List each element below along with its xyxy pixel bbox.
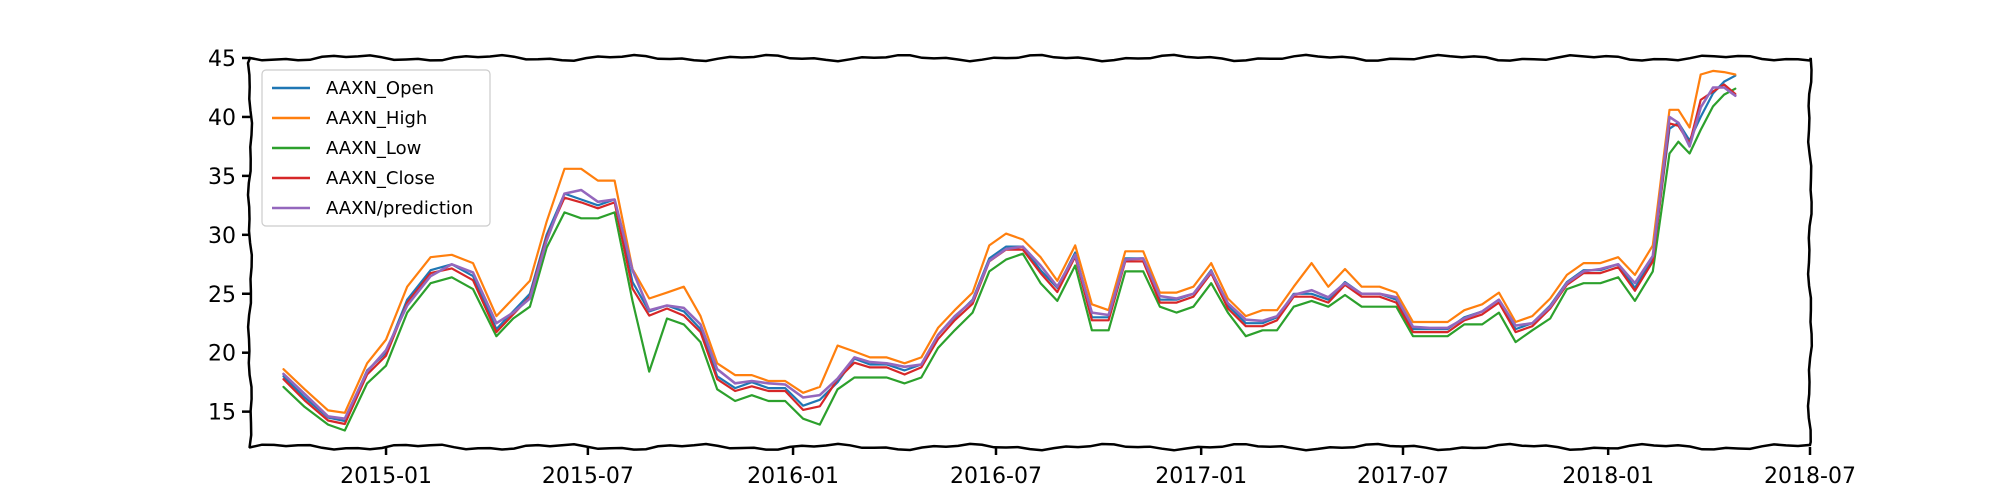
series-line-aaxn-prediction <box>282 86 1737 421</box>
legend: AAXN_Open AAXN_High AAXN_Low AAXN_Close AAXN… <box>261 69 491 227</box>
plot-frame <box>246 53 1814 452</box>
series-line-aaxn-close <box>282 83 1737 426</box>
x-tick-label: 2018-07 <box>1764 464 1856 489</box>
y-tick-label: 20 <box>208 342 236 367</box>
legend-label: AAXN_Close <box>326 168 435 189</box>
series-line-aaxn-low <box>282 87 1737 432</box>
y-tick-label: 45 <box>208 47 236 72</box>
x-tick-label: 2016-07 <box>950 464 1042 489</box>
series-layer <box>282 69 1737 432</box>
legend-box <box>261 69 491 227</box>
y-tick-label: 25 <box>208 283 236 308</box>
y-tick-label: 35 <box>208 165 236 190</box>
x-tick-label: 2015-01 <box>340 464 432 489</box>
series-line-aaxn-high <box>282 69 1737 414</box>
legend-label: AAXN_High <box>326 108 427 129</box>
y-tick-label: 40 <box>208 106 236 131</box>
x-tick-label: 2017-01 <box>1155 464 1247 489</box>
legend-label: AAXN_Open <box>326 78 434 99</box>
legend-label: AAXN/prediction <box>326 198 473 219</box>
x-tick-label: 2016-01 <box>747 464 839 489</box>
x-tick-label: 2017-07 <box>1357 464 1449 489</box>
legend-label: AAXN_Low <box>326 138 421 159</box>
x-tick-label: 2018-01 <box>1562 464 1654 489</box>
y-tick-label: 30 <box>208 224 236 249</box>
x-tick-label: 2015-07 <box>542 464 634 489</box>
x-axis: 2015-01 2015-07 2016-01 2016-07 2017-01 2017-… <box>340 447 1856 489</box>
y-axis: 15 20 25 30 35 40 45 <box>208 47 250 426</box>
y-tick-label: 15 <box>208 401 236 426</box>
